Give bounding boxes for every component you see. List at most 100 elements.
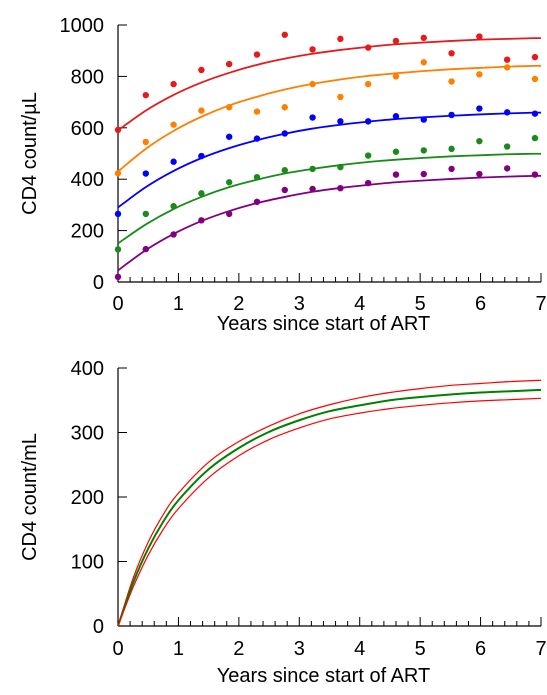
data-point: [114, 246, 122, 253]
data-point: [198, 190, 205, 197]
x-tick-label: 6: [475, 638, 486, 660]
data-point: [392, 73, 400, 80]
data-point: [309, 46, 316, 53]
x-tick-label: 2: [233, 293, 244, 315]
data-point: [364, 118, 372, 125]
x-tick-label: 4: [354, 638, 365, 660]
data-point: [337, 93, 344, 101]
data-point: [114, 273, 122, 281]
y-tick-label: 200: [71, 221, 104, 243]
data-point: [253, 173, 261, 181]
series-line: [117, 379, 542, 627]
data-point: [253, 135, 261, 142]
series-line: [117, 388, 542, 627]
data-point: [420, 59, 427, 66]
x-tick-label: 4: [354, 293, 365, 315]
data-point: [364, 80, 372, 88]
series-3: [114, 134, 541, 253]
chart-top: 0 1 2 3 4 5 6 7 0 200 400 600 800 1000 Years since sta…: [19, 15, 547, 335]
data-point: [142, 245, 149, 253]
data-point: [420, 116, 427, 123]
y-axis-label: CD4 count/mL: [19, 433, 41, 561]
x-tick-label: 5: [415, 638, 426, 660]
data-point: [114, 210, 122, 218]
data-point: [198, 217, 205, 224]
series-1: [114, 59, 541, 177]
fit-line: [117, 152, 541, 245]
data-point: [142, 170, 149, 177]
y-axis-label: CD4 count/µL: [19, 92, 41, 215]
x-axis-label: Years since start of ART: [217, 313, 430, 335]
data-point: [225, 133, 233, 140]
data-point: [448, 165, 455, 173]
data-point: [503, 64, 511, 71]
x-tick-label: 7: [535, 638, 546, 660]
data-point: [114, 126, 122, 134]
series-0: [117, 379, 542, 627]
data-point: [198, 152, 205, 160]
data-point: [253, 198, 261, 206]
data-point: [503, 165, 511, 172]
data-point: [142, 138, 149, 146]
series-1: [117, 388, 542, 627]
data-point: [253, 108, 261, 115]
data-point: [448, 111, 455, 119]
fit-line: [117, 111, 541, 209]
series-0: [114, 31, 541, 134]
fit-line: [117, 174, 541, 272]
data-point: [420, 147, 427, 154]
data-point: [337, 35, 344, 43]
data-point: [476, 105, 483, 112]
x-tick-label: 3: [294, 293, 305, 315]
data-point: [364, 179, 372, 187]
data-point: [337, 118, 344, 125]
y-tick-label: 100: [71, 552, 104, 574]
x-tick-label: 2: [233, 638, 244, 660]
data-point: [476, 137, 483, 145]
data-point: [142, 210, 149, 218]
series-line: [117, 397, 542, 627]
data-point: [309, 185, 316, 193]
x-tick-label: 5: [415, 293, 426, 315]
data-point: [531, 171, 539, 178]
data-point: [253, 51, 261, 58]
data-point: [309, 114, 316, 121]
data-point: [309, 80, 316, 88]
data-point: [225, 179, 233, 186]
data-point: [448, 145, 455, 153]
data-point: [198, 66, 205, 74]
y-tick-label: 400: [71, 169, 104, 191]
x-tick-label: 3: [294, 638, 305, 660]
data-point: [281, 130, 288, 137]
data-point: [281, 167, 288, 174]
data-point: [364, 44, 372, 51]
data-point: [225, 104, 233, 111]
data-point: [531, 134, 539, 142]
y-tick-label: 200: [71, 487, 104, 509]
chart-bottom: 0 1 2 3 4 5 6 7 0 100 200 300 400 Years since start o…: [19, 358, 547, 687]
x-tick-label: 0: [112, 638, 123, 660]
data-point: [392, 37, 400, 45]
data-point: [364, 152, 372, 159]
data-point: [476, 71, 483, 78]
data-point: [392, 113, 400, 120]
data-point: [392, 171, 400, 178]
series-2: [117, 397, 542, 627]
data-point: [503, 109, 511, 116]
data-point: [142, 91, 149, 99]
data-point: [281, 186, 288, 194]
data-point: [170, 80, 177, 88]
x-tick-label: 0: [112, 293, 123, 315]
data-point: [448, 78, 455, 85]
data-point: [170, 202, 177, 210]
fit-line: [117, 64, 541, 173]
y-tick-label: 800: [71, 66, 104, 88]
series-2: [114, 105, 541, 218]
data-point: [170, 231, 177, 238]
data-point: [392, 148, 400, 155]
data-point: [420, 170, 427, 178]
data-point: [170, 158, 177, 165]
x-tick-label: 1: [173, 293, 184, 315]
data-point: [503, 143, 511, 150]
